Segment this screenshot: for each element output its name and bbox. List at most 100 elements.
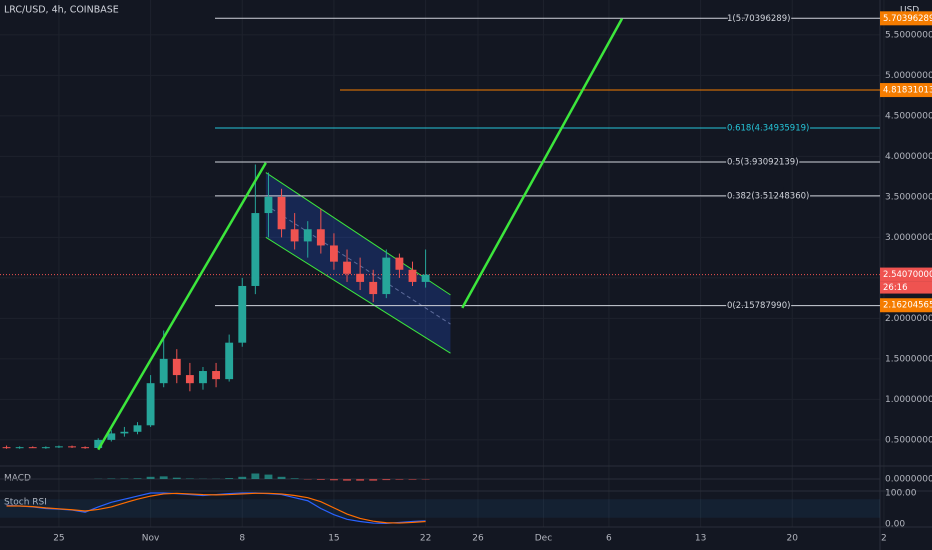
candle-body <box>238 285 247 343</box>
candle-body <box>146 383 155 426</box>
candle-body <box>68 446 76 448</box>
candle-body <box>199 371 207 384</box>
x-tick-label: 15 <box>328 534 339 544</box>
candle-body <box>303 229 312 242</box>
candle-body <box>133 425 142 432</box>
candle-body <box>94 439 103 448</box>
macd-bar <box>133 478 142 479</box>
macd-bar <box>277 476 286 479</box>
candle-body <box>225 342 234 380</box>
x-tick-label: Nov <box>142 534 160 544</box>
x-tick-label: 25 <box>53 534 64 544</box>
y-tick-label: 3.50000000 <box>885 192 932 202</box>
macd-bar <box>264 474 273 479</box>
fib-label: 0.5(3.93092139) <box>727 157 799 167</box>
fib-label: 0.618(4.34935919) <box>727 124 809 134</box>
channel-upper <box>265 172 451 296</box>
candle-body <box>330 245 338 262</box>
macd-bar <box>225 478 234 479</box>
candle-body <box>212 371 220 380</box>
y-tick-label: 1.00000000 <box>885 395 932 405</box>
candle-body <box>369 281 378 295</box>
fib-label: 0(2.15787990) <box>727 301 790 311</box>
x-tick-label: 6 <box>606 534 612 544</box>
macd-bar <box>408 479 417 480</box>
candle-body <box>264 196 273 214</box>
macd-bar <box>369 479 378 481</box>
candle-body <box>316 229 325 246</box>
candle-body <box>81 447 90 449</box>
price-badge-label: 2.16204565 <box>883 301 932 311</box>
stoch-band <box>0 499 880 518</box>
candle-body <box>408 269 417 282</box>
macd-bar <box>330 479 338 481</box>
candle-body <box>159 358 168 384</box>
y-tick-label: 1.50000000 <box>885 354 932 364</box>
candle-body <box>290 229 299 242</box>
macd-bar <box>356 479 365 481</box>
macd-bar <box>238 476 247 479</box>
x-tick-label: 22 <box>420 534 431 544</box>
candle-body <box>356 273 365 282</box>
y-tick-label: 5.50000000 <box>885 30 932 40</box>
candle-body <box>120 431 129 434</box>
candle-body <box>15 447 24 449</box>
macd-bar <box>159 476 168 479</box>
macd-tick-label: 0.00000000 <box>885 475 932 485</box>
grid <box>0 0 885 527</box>
macd-bar <box>290 478 299 479</box>
currency-label: USD <box>900 6 919 16</box>
stoch-label: Stoch RSI <box>4 498 47 508</box>
macd-bar <box>382 479 391 481</box>
price-badge <box>880 11 932 26</box>
price-badge-label: 4.81831013 <box>883 86 932 96</box>
x-tick-label: 26 <box>472 534 484 544</box>
y-tick-label: 0.50000000 <box>885 435 932 445</box>
stoch-d-line <box>6 492 426 524</box>
candle-body <box>343 261 351 274</box>
candle-body <box>382 257 391 295</box>
x-tick-label: Dec <box>535 534 552 544</box>
stoch-tick-label: 0.00 <box>885 520 905 530</box>
price-badge-label: 2.54070000 <box>883 270 932 280</box>
candle-body <box>41 447 50 449</box>
candle-body <box>421 274 430 282</box>
candle-body <box>28 447 37 449</box>
y-tick-label: 4.00000000 <box>885 152 932 162</box>
trend-line <box>97 162 267 451</box>
x-tick-label: 2 <box>881 534 887 544</box>
macd-bar <box>316 479 325 480</box>
candle-body <box>251 213 260 286</box>
fib-label: 0.382(3.51248360) <box>727 191 809 201</box>
x-tick-label: 8 <box>239 534 245 544</box>
x-tick-label: 20 <box>787 534 799 544</box>
channel-lower <box>265 236 451 354</box>
price-badge-label: 5.70396289 <box>883 14 932 24</box>
x-tick-label: 13 <box>695 534 706 544</box>
macd-bar <box>343 479 351 481</box>
macd-bar <box>251 473 260 479</box>
channel-mid <box>265 204 451 325</box>
y-tick-label: 3.00000000 <box>885 233 932 243</box>
trend-line <box>461 18 624 309</box>
countdown-label: 26:16 <box>883 283 908 293</box>
symbol-title: LRC/USD, 4h, COINBASE <box>4 5 119 16</box>
price-badge <box>880 83 932 98</box>
candle-body <box>395 257 404 270</box>
candle-body <box>185 375 194 384</box>
countdown-badge <box>880 281 932 294</box>
macd-bar <box>395 479 404 480</box>
stoch-tick-label: 100.00 <box>885 489 917 499</box>
y-tick-label: 5.00000000 <box>885 71 932 81</box>
channel-fill <box>265 172 451 354</box>
candle-body <box>277 196 286 230</box>
macd-bar <box>146 476 155 479</box>
y-tick-label: 2.00000000 <box>885 314 932 324</box>
candle-body <box>55 446 63 448</box>
candle-body <box>2 447 11 449</box>
candle-body <box>107 433 116 440</box>
candle-body <box>172 358 181 376</box>
